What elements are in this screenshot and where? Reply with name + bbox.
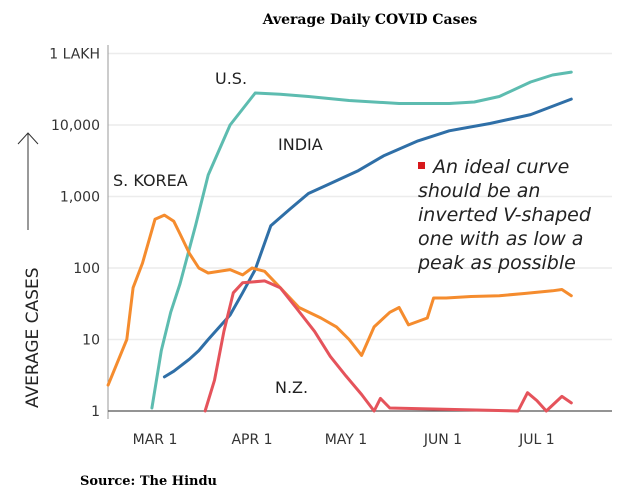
series-label-s-korea: S. KOREA <box>113 171 188 190</box>
y-tick-label: 1 LAKH <box>49 47 100 63</box>
series-line-s-korea <box>106 213 573 387</box>
x-tick-label: JUN 1 <box>423 432 462 448</box>
y-axis-label-group: AVERAGE CASES <box>17 132 43 408</box>
series-label-india: INDIA <box>278 135 323 154</box>
y-tick-label: 1 <box>91 404 100 420</box>
bullet-icon <box>418 162 425 169</box>
x-tick-label: APR 1 <box>231 432 272 448</box>
x-tick-label: MAY 1 <box>325 432 367 448</box>
series-line-india <box>162 97 573 379</box>
x-tick-label: MAR 1 <box>133 432 178 448</box>
series-label-nz: N.Z. <box>275 378 308 397</box>
y-tick-label: 1,000 <box>60 190 100 206</box>
x-tick-label: JUL 1 <box>518 432 555 448</box>
y-tick-label: 10 <box>82 333 100 349</box>
chart-title: Average Daily COVID Cases <box>262 12 478 28</box>
series-line-n-z <box>203 279 573 413</box>
y-tick-label: 10,000 <box>51 118 100 134</box>
annotation-text: An ideal curve should be an inverted V-s… <box>418 156 591 274</box>
source-credit: Source: The Hindu <box>80 474 218 489</box>
series-label-us: U.S. <box>215 69 247 88</box>
y-axis-label: AVERAGE CASES <box>23 267 43 408</box>
arrow-head-icon <box>17 132 39 145</box>
series-line-u-s <box>150 70 573 410</box>
y-tick-label: 100 <box>73 261 100 277</box>
annotation: An ideal curve should be an inverted V-s… <box>418 155 618 275</box>
